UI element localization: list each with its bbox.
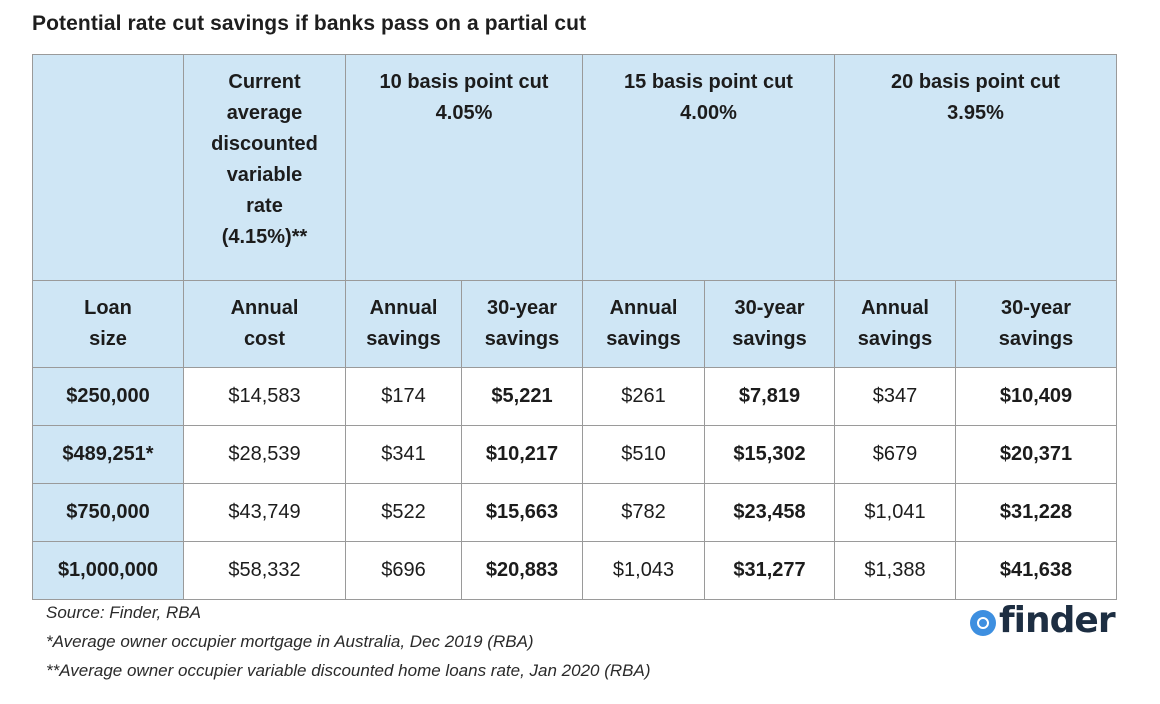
subheader-30yr-savings-line: savings [998, 328, 1074, 350]
subheader-annual-savings-line: Annual [609, 297, 678, 319]
footnote-rate: **Average owner occupier variable discou… [46, 661, 651, 680]
header-current-rate: Current average discounted variable rate… [183, 54, 346, 281]
header-current-rate-line: discounted [211, 133, 318, 155]
rate-cut-savings-table: Current average discounted variable rate… [32, 54, 1117, 600]
loan-size-cell: $750,000 [32, 483, 184, 542]
subheader-annual-savings-10: Annual savings [345, 280, 462, 368]
header-cut-20-rate: 3.95% [947, 102, 1004, 124]
header-current-rate-line: (4.15%)** [221, 226, 308, 248]
subheader-annual-cost: Annual cost [183, 280, 346, 368]
thirty-year-savings-15-cell: $7,819 [704, 367, 835, 426]
subheader-annual-savings-20: Annual savings [834, 280, 956, 368]
subheader-30yr-savings-line: savings [732, 328, 807, 350]
table-row: $1,000,000 $58,332 $696 $20,883 $1,043 $… [32, 541, 1117, 600]
subheader-30yr-savings-20: 30-year savings [955, 280, 1117, 368]
subheader-annual-savings-line: savings [857, 328, 933, 350]
annual-savings-10-cell: $696 [345, 541, 462, 600]
finder-logo-text: finder [999, 600, 1116, 641]
thirty-year-savings-15-cell: $31,277 [704, 541, 835, 600]
thirty-year-savings-20-cell: $31,228 [955, 483, 1117, 542]
annual-savings-10-cell: $522 [345, 483, 462, 542]
subheader-annual-savings-line: Annual [861, 297, 929, 319]
annual-savings-20-cell: $1,041 [834, 483, 956, 542]
header-row: Current average discounted variable rate… [32, 54, 1117, 281]
subheader-30yr-savings-line: 30-year [734, 297, 805, 319]
header-current-rate-line: variable [226, 164, 303, 186]
annual-cost-cell: $43,749 [183, 483, 346, 542]
subheader-annual-cost-line: Annual [230, 297, 299, 319]
source-note: Source: Finder, RBA [46, 603, 201, 622]
subheader-loan-size: Loan size [32, 280, 184, 368]
annual-cost-cell: $14,583 [183, 367, 346, 426]
header-empty-cell [32, 54, 184, 281]
thirty-year-savings-10-cell: $5,221 [461, 367, 583, 426]
footnotes: Source: Finder, RBA *Average owner occup… [46, 598, 650, 685]
header-cut-20-title: 20 basis point cut [891, 71, 1060, 93]
header-cut-10: 10 basis point cut 4.05% [345, 54, 583, 281]
subheader-30yr-savings-line: 30-year [1000, 297, 1072, 319]
header-cut-15-title: 15 basis point cut [624, 71, 793, 93]
annual-savings-15-cell: $782 [582, 483, 705, 542]
annual-savings-10-cell: $341 [345, 425, 462, 484]
subheader-loan-size-line: size [89, 328, 127, 350]
subheader-annual-savings-line: savings [606, 328, 681, 350]
table-row: $750,000 $43,749 $522 $15,663 $782 $23,4… [32, 483, 1117, 542]
thirty-year-savings-10-cell: $20,883 [461, 541, 583, 600]
header-cut-15-rate: 4.00% [680, 102, 737, 124]
header-cut-20: 20 basis point cut 3.95% [834, 54, 1117, 281]
page-title: Potential rate cut savings if banks pass… [32, 12, 587, 35]
annual-cost-cell: $58,332 [183, 541, 346, 600]
subheader-30yr-savings-line: savings [484, 328, 560, 350]
subheader-annual-savings-15: Annual savings [582, 280, 705, 368]
thirty-year-savings-10-cell: $15,663 [461, 483, 583, 542]
annual-cost-cell: $28,539 [183, 425, 346, 484]
annual-savings-15-cell: $510 [582, 425, 705, 484]
subheader-annual-cost-line: cost [243, 328, 286, 350]
annual-savings-20-cell: $347 [834, 367, 956, 426]
subheader-annual-savings-line: Annual [369, 297, 438, 319]
subheader-30yr-savings-10: 30-year savings [461, 280, 583, 368]
finder-logo: finder [970, 600, 1116, 641]
loan-size-cell: $1,000,000 [32, 541, 184, 600]
subheader-annual-savings-line: savings [366, 328, 441, 350]
annual-savings-10-cell: $174 [345, 367, 462, 426]
subheader-row: Loan size Annual cost Annual savings 30-… [32, 280, 1117, 368]
header-current-rate-line: Current [228, 71, 301, 93]
header-current-rate-line: rate [246, 195, 283, 217]
thirty-year-savings-15-cell: $15,302 [704, 425, 835, 484]
footnote-mortgage: *Average owner occupier mortgage in Aust… [46, 632, 534, 651]
table-row: $250,000 $14,583 $174 $5,221 $261 $7,819… [32, 367, 1117, 426]
loan-size-cell: $250,000 [32, 367, 184, 426]
annual-savings-20-cell: $679 [834, 425, 956, 484]
thirty-year-savings-20-cell: $10,409 [955, 367, 1117, 426]
subheader-loan-size-line: Loan [84, 297, 132, 319]
header-cut-10-rate: 4.05% [435, 102, 493, 124]
header-current-rate-line: average [226, 102, 303, 124]
thirty-year-savings-10-cell: $10,217 [461, 425, 583, 484]
annual-savings-15-cell: $261 [582, 367, 705, 426]
thirty-year-savings-15-cell: $23,458 [704, 483, 835, 542]
subheader-30yr-savings-15: 30-year savings [704, 280, 835, 368]
thirty-year-savings-20-cell: $41,638 [955, 541, 1117, 600]
header-cut-15: 15 basis point cut 4.00% [582, 54, 835, 281]
loan-size-cell: $489,251* [32, 425, 184, 484]
subheader-30yr-savings-line: 30-year [486, 297, 558, 319]
annual-savings-20-cell: $1,388 [834, 541, 956, 600]
table-row: $489,251* $28,539 $341 $10,217 $510 $15,… [32, 425, 1117, 484]
header-cut-10-title: 10 basis point cut [379, 71, 549, 93]
finder-logo-icon [970, 609, 996, 636]
thirty-year-savings-20-cell: $20,371 [955, 425, 1117, 484]
annual-savings-15-cell: $1,043 [582, 541, 705, 600]
